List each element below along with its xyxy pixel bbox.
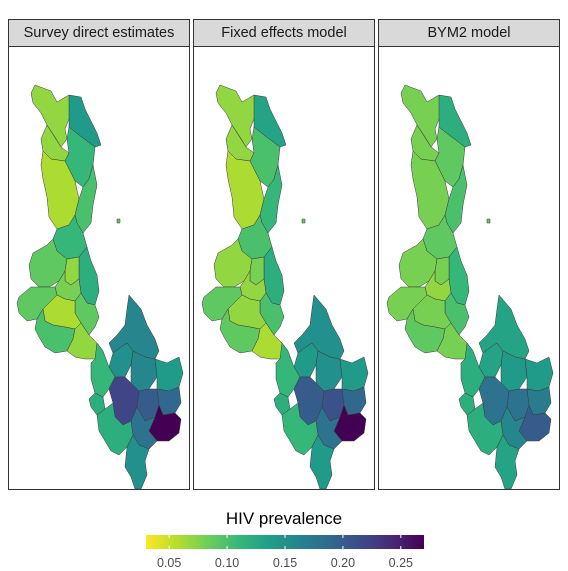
- district-nsanje: [494, 434, 520, 489]
- district-nkhata-bay: [444, 164, 468, 234]
- legend-tick-label: 0.05: [156, 556, 182, 570]
- district-likoma: [301, 218, 306, 224]
- map-panel-bym2: BYM2 model: [378, 19, 560, 490]
- district-mangochi: [478, 294, 530, 360]
- district-nsanje: [124, 434, 150, 489]
- legend-title: HIV prevalence: [225, 509, 343, 528]
- legend-tick-label: 0.25: [388, 556, 413, 570]
- panel-title: BYM2 model: [379, 20, 559, 47]
- district-karonga: [68, 94, 102, 148]
- legend-colorbar: [146, 535, 424, 549]
- panel-title: Survey direct estimates: [9, 20, 189, 47]
- district-karonga: [253, 94, 287, 148]
- legend-tick-label: 0.15: [272, 556, 298, 570]
- district-zomba: [524, 356, 554, 392]
- district-karonga: [438, 94, 472, 148]
- legend-tick-label: 0.20: [330, 556, 356, 570]
- district-nsanje: [309, 434, 335, 489]
- district-map: [201, 84, 369, 489]
- district-map: [386, 84, 554, 489]
- district-likoma: [116, 218, 121, 224]
- map-panel-fixed-effects: Fixed effects model: [193, 19, 375, 490]
- panel-title: Fixed effects model: [194, 20, 374, 47]
- district-mangochi: [293, 294, 345, 360]
- district-likoma: [486, 218, 491, 224]
- district-map: [16, 84, 184, 489]
- district-nkhata-bay: [259, 164, 283, 234]
- district-zomba: [339, 356, 369, 392]
- district-mangochi: [108, 294, 160, 360]
- district-zomba: [154, 356, 184, 392]
- district-nkhata-bay: [74, 164, 98, 234]
- legend-tick-label: 0.10: [214, 556, 240, 570]
- map-panel-survey: Survey direct estimates: [8, 19, 190, 490]
